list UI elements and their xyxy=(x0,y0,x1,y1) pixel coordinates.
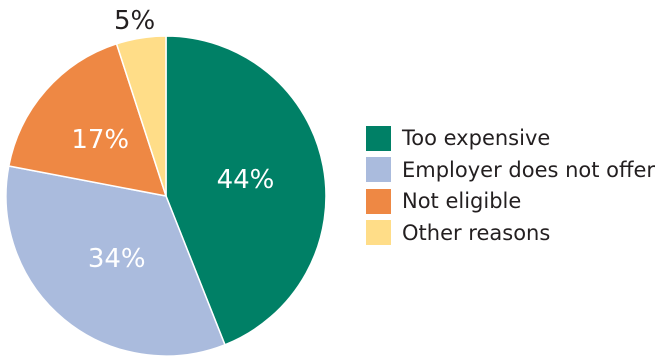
legend-item-other-reasons: Other reasons xyxy=(366,219,655,247)
pie-slice-too-expensive xyxy=(165,35,327,346)
legend-item-employer-does-not-offer: Employer does not offer xyxy=(366,156,655,184)
pie-slice-other-reasons xyxy=(115,35,167,197)
legend-item-not-eligible: Not eligible xyxy=(366,187,655,215)
legend-swatch-other-reasons xyxy=(366,220,391,245)
pie-label-other-reasons: 5% xyxy=(114,6,155,36)
legend: Too expensive Employer does not offer No… xyxy=(366,124,655,250)
pie-label-not-eligible: 17% xyxy=(71,125,129,155)
legend-swatch-too-expensive xyxy=(366,125,391,151)
pie-label-employer-does-not-offer: 34% xyxy=(88,244,146,274)
legend-label-too-expensive: Too expensive xyxy=(402,126,551,150)
legend-label-other-reasons: Other reasons xyxy=(402,220,551,245)
legend-swatch-not-eligible xyxy=(366,188,391,214)
pie-label-too-expensive: 44% xyxy=(217,165,275,195)
legend-swatch-employer-does-not-offer xyxy=(366,157,391,182)
pie-slice-employer-does-not-offer xyxy=(5,165,226,357)
legend-item-too-expensive: Too expensive xyxy=(366,124,655,152)
legend-label-not-eligible: Not eligible xyxy=(402,189,522,213)
legend-label-employer-does-not-offer: Employer does not offer xyxy=(402,157,656,182)
pie-slice-not-eligible xyxy=(7,42,168,197)
